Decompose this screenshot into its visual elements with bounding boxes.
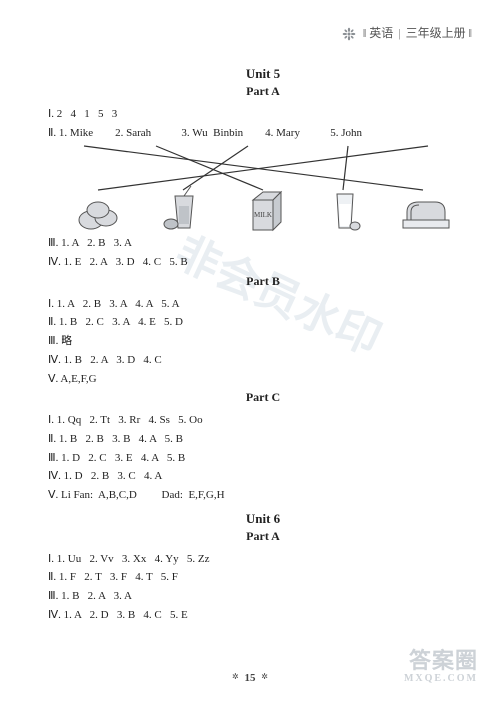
header-grade: 三年级上册 [406, 26, 466, 40]
star-icon: ✲ [232, 672, 239, 681]
u5c-III: Ⅲ. 1. D 2. C 3. E 4. A 5. B [48, 449, 478, 468]
u6a-I: Ⅰ. 1. Uu 2. Vv 3. Xx 4. Yy 5. Zz [48, 550, 478, 569]
u5c-V: Ⅴ. Li Fan: A,B,C,D Dad: E,F,G,H [48, 486, 478, 505]
unit5-partB-label: Part B [48, 274, 478, 289]
unit5-partA-label: Part A [48, 84, 478, 99]
u6a-IV: Ⅳ. 1. A 2. D 3. B 4. C 5. E [48, 606, 478, 625]
unit6-partA-label: Part A [48, 529, 478, 544]
u5a-II: Ⅱ. 1. Mike 2. Sarah 3. Wu Binbin 4. Mary… [48, 124, 478, 143]
u5a-IV: Ⅳ. 1. E 2. A 3. D 4. C 5. B [48, 253, 478, 272]
unit5-title: Unit 5 [48, 66, 478, 82]
u5c-II: Ⅱ. 1. B 2. B 3. B 4. A 5. B [48, 430, 478, 449]
u6a-III: Ⅲ. 1. B 2. A 3. A [48, 587, 478, 606]
u5c-I: Ⅰ. 1. Qq 2. Tt 3. Rr 4. Ss 5. Oo [48, 411, 478, 430]
u5c-IV: Ⅳ. 1. D 2. B 3. C 4. A [48, 467, 478, 486]
unit5-partC-label: Part C [48, 390, 478, 405]
page-content: Unit 5 Part A Ⅰ. 2 4 1 5 3 Ⅱ. 1. Mike 2.… [48, 60, 478, 624]
header-sep: | [398, 26, 400, 40]
u5b-II: Ⅱ. 1. B 2. C 3. A 4. E 5. D [48, 313, 478, 332]
star-icon: ✲ [261, 672, 268, 681]
page-number-value: 15 [245, 672, 256, 684]
u5b-V: Ⅴ. A,E,F,G [48, 370, 478, 389]
u6a-II: Ⅱ. 1. F 2. T 3. F 4. T 5. F [48, 568, 478, 587]
svg-text:MILK: MILK [254, 211, 272, 219]
stamp-line1: 答案圈 [404, 649, 478, 673]
flower-icon [342, 27, 356, 41]
matching-exercise: MILK [48, 144, 478, 234]
page-header: ‖ 英语 | 三年级上册 ‖ [342, 24, 472, 41]
u5a-III: Ⅲ. 1. A 2. B 3. A [48, 234, 478, 253]
u5b-IV: Ⅳ. 1. B 2. A 3. D 4. C [48, 351, 478, 370]
u5a-I: Ⅰ. 2 4 1 5 3 [48, 105, 478, 124]
u5b-III: Ⅲ. 略 [48, 332, 478, 351]
stamp-line2: MXQE.COM [404, 673, 478, 684]
u5b-I: Ⅰ. 1. A 2. B 3. A 4. A 5. A [48, 295, 478, 314]
matching-svg: MILK [48, 144, 468, 234]
header-subject: 英语 [369, 26, 393, 40]
unit6-title: Unit 6 [48, 511, 478, 527]
site-stamp: 答案圈 MXQE.COM [404, 649, 478, 684]
